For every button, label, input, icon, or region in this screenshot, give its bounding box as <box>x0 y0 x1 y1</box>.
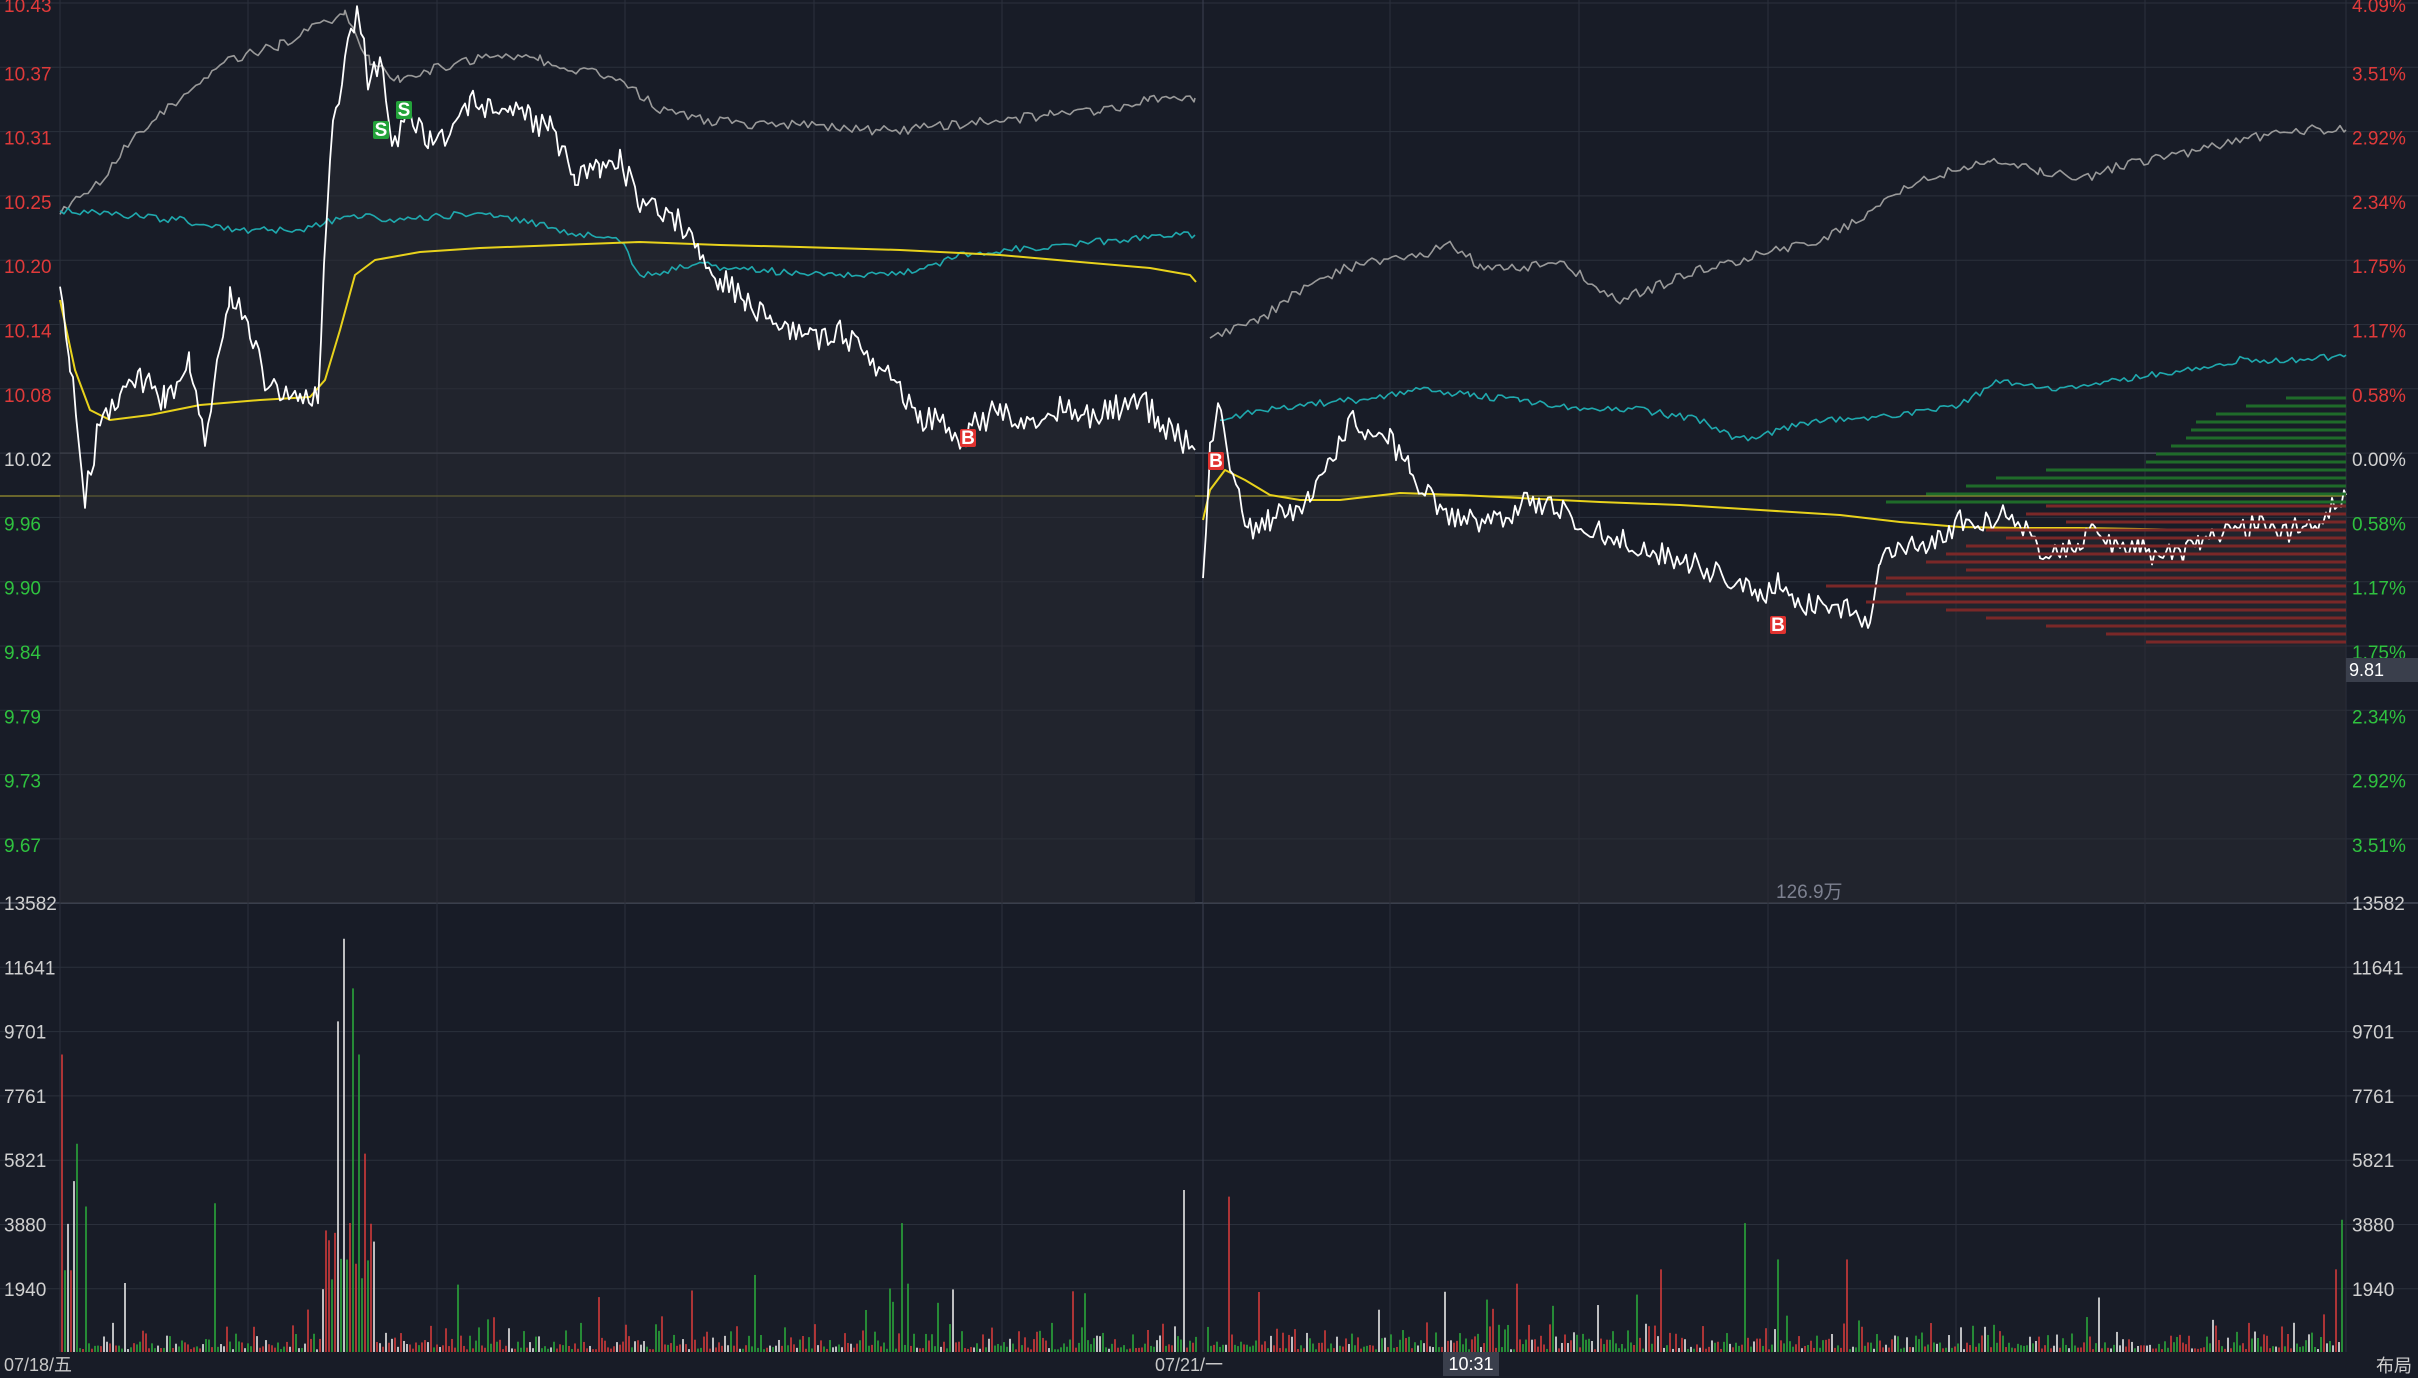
volume-bars <box>61 938 2343 1352</box>
price-axis-label: 10.02 <box>4 450 52 471</box>
volume-axis-label-right: 9701 <box>2352 1023 2394 1044</box>
percent-axis-label: 3.51% <box>2352 64 2406 85</box>
volume-axis-label-left: 5821 <box>4 1151 46 1172</box>
price-area-day1 <box>60 6 1195 903</box>
price-axis-label: 10.25 <box>4 193 52 214</box>
price-axis-label: 9.96 <box>4 514 41 535</box>
index-line-day1 <box>59 9 1196 215</box>
volume-axis-label-right: 3880 <box>2352 1216 2394 1237</box>
percent-axis-label: 2.92% <box>2352 772 2406 793</box>
trade-marker-sell: S <box>373 120 389 141</box>
volume-axis-label-right: 1940 <box>2352 1280 2394 1301</box>
volume-axis-label-left: 1940 <box>4 1280 46 1301</box>
percent-axis-label: 2.34% <box>2352 193 2406 214</box>
price-axis-label: 9.67 <box>4 836 41 857</box>
trade-markers: SS B B B <box>373 100 1786 636</box>
price-axis-label: 9.90 <box>4 579 41 600</box>
price-line-day1 <box>59 5 1196 509</box>
percent-axis-label: 1.17% <box>2352 322 2406 343</box>
trade-marker-buy: B <box>960 428 976 449</box>
price-area-fill <box>60 6 2346 903</box>
trade-marker-buy: B <box>1208 451 1224 472</box>
percent-axis-label: 1.75% <box>2352 257 2406 278</box>
current-price-tag: 9.81 <box>2346 658 2418 682</box>
percent-axis-label: 2.92% <box>2352 129 2406 150</box>
percent-axis-label: 4.09% <box>2352 0 2406 17</box>
percent-axis-label: 3.51% <box>2352 836 2406 857</box>
trade-marker-sell: S <box>396 100 412 121</box>
price-axis-label: 10.31 <box>4 129 52 150</box>
volume-axis-label-right: 11641 <box>2352 958 2403 979</box>
volume-axis-label-right: 7761 <box>2352 1087 2394 1108</box>
volume-axis-label-left: 7761 <box>4 1087 46 1108</box>
svg-text:B: B <box>961 428 975 449</box>
percent-axis-label: 0.58% <box>2352 386 2406 407</box>
cyan-line-day2 <box>1220 353 2347 442</box>
percent-axis-label: 0.58% <box>2352 514 2406 535</box>
trade-marker-buy: B <box>1770 615 1786 636</box>
price-axis-label: 10.43 <box>4 0 52 17</box>
volume-readout: 126.9万 <box>1776 882 1843 903</box>
volume-axis-label-left: 3880 <box>4 1216 46 1237</box>
layout-button[interactable]: 布局 <box>2376 1356 2412 1376</box>
percent-axis-label: 0.00% <box>2352 450 2406 471</box>
price-axis-label: 9.79 <box>4 707 41 728</box>
volume-axis-label-left: 9701 <box>4 1023 46 1044</box>
avg-line-day1 <box>59 241 1197 421</box>
order-depth-bars <box>1826 396 2346 644</box>
index-line-day2 <box>1209 124 2347 339</box>
price-axis-label: 10.14 <box>4 322 52 343</box>
day1-date-label: 07/18/五 <box>4 1355 73 1375</box>
svg-text:S: S <box>375 120 388 141</box>
percent-axis-label: 1.17% <box>2352 579 2406 600</box>
price-axis-label: 9.84 <box>4 643 41 664</box>
volume-axis-label-right: 5821 <box>2352 1151 2394 1172</box>
volume-axis-label-left: 11641 <box>4 958 55 979</box>
price-axis-label: 10.20 <box>4 257 52 278</box>
price-axis-label: 9.73 <box>4 772 41 793</box>
svg-text:S: S <box>398 100 411 121</box>
percent-axis-label: 2.34% <box>2352 707 2406 728</box>
price-axis-label: 10.37 <box>4 64 52 85</box>
price-axis-label: 10.08 <box>4 386 52 407</box>
svg-text:B: B <box>1209 451 1223 472</box>
cursor-time-label: 10:31 <box>1443 1352 1499 1376</box>
volume-axis-label-left: 13582 <box>4 894 57 915</box>
svg-text:B: B <box>1771 615 1785 636</box>
volume-axis-label-right: 13582 <box>2352 894 2405 915</box>
price-area-day2 <box>1203 403 2346 903</box>
day2-date-label: 07/21/一 <box>1155 1355 1224 1375</box>
cyan-line-day1 <box>59 207 1196 279</box>
axis-labels: 10.43 10.37 10.31 10.25 10.20 10.14 10.08 10.02… <box>4 0 2406 1301</box>
